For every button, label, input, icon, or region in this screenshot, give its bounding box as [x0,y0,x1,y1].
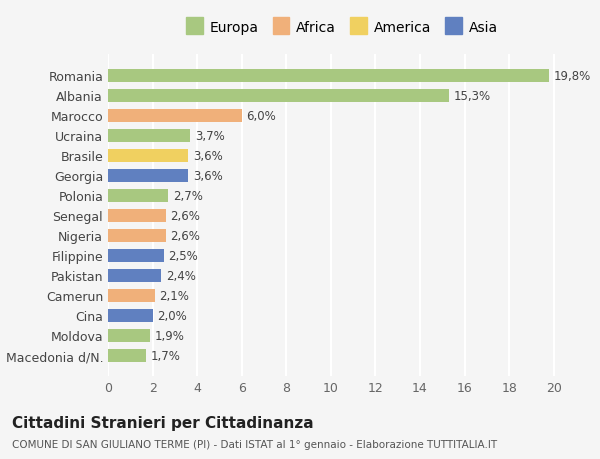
Text: 2,5%: 2,5% [168,249,198,262]
Text: 2,6%: 2,6% [170,229,200,242]
Text: 2,0%: 2,0% [157,309,187,322]
Bar [108,90,449,102]
Bar [108,209,166,222]
Bar [108,229,166,242]
Bar [108,309,152,322]
Text: 15,3%: 15,3% [454,90,491,103]
Bar [108,70,549,83]
Text: 2,4%: 2,4% [166,269,196,282]
Bar [108,110,242,123]
Bar [108,289,155,302]
Text: 3,7%: 3,7% [195,129,224,142]
Bar [108,269,161,282]
Bar [108,169,188,182]
Bar [108,129,190,142]
Text: 3,6%: 3,6% [193,150,223,162]
Text: 2,1%: 2,1% [159,289,189,302]
Bar [108,150,188,162]
Text: 2,7%: 2,7% [173,189,203,202]
Text: 1,7%: 1,7% [151,349,180,362]
Text: Cittadini Stranieri per Cittadinanza: Cittadini Stranieri per Cittadinanza [12,415,314,430]
Text: 1,9%: 1,9% [155,329,185,342]
Legend: Europa, Africa, America, Asia: Europa, Africa, America, Asia [186,20,498,35]
Bar [108,249,164,262]
Text: 3,6%: 3,6% [193,169,223,182]
Bar [108,189,168,202]
Text: COMUNE DI SAN GIULIANO TERME (PI) - Dati ISTAT al 1° gennaio - Elaborazione TUTT: COMUNE DI SAN GIULIANO TERME (PI) - Dati… [12,440,497,449]
Bar [108,329,151,342]
Text: 6,0%: 6,0% [246,110,276,123]
Bar [108,349,146,362]
Text: 19,8%: 19,8% [554,70,591,83]
Text: 2,6%: 2,6% [170,209,200,222]
